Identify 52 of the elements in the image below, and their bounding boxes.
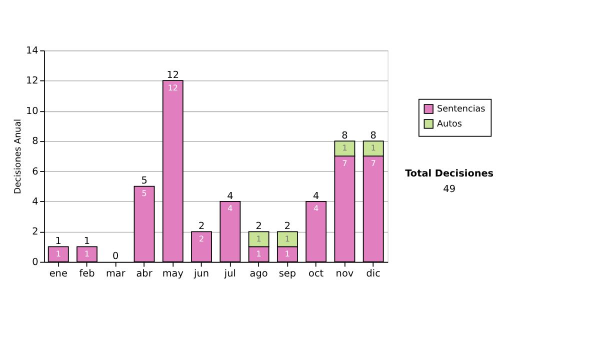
total-label: 2 xyxy=(284,220,291,232)
x-tick-label: ene xyxy=(49,268,68,280)
x-tick-label: ago xyxy=(250,268,268,280)
data-label: 7 xyxy=(342,158,348,168)
data-label: 1 xyxy=(284,249,290,258)
text: 49 xyxy=(443,184,456,196)
y-tick-label: 8 xyxy=(32,136,38,148)
data-label: 1 xyxy=(256,234,262,244)
data-label: 7 xyxy=(370,158,376,168)
data-label: 12 xyxy=(168,83,178,92)
total-label: 5 xyxy=(141,176,148,187)
total-label: 0 xyxy=(112,251,119,262)
legend-label: Autos xyxy=(437,120,462,130)
legend-label: Sentencias xyxy=(437,104,486,115)
total-label: 1 xyxy=(84,236,90,248)
y-tick-label: 12 xyxy=(26,76,38,87)
data-label: 2 xyxy=(199,234,204,244)
x-tick-label: nov xyxy=(336,268,354,280)
x-tick-label: mar xyxy=(106,268,126,280)
y-tick-label: 14 xyxy=(26,45,38,56)
data-label: 1 xyxy=(256,249,262,258)
y-tick-label: 0 xyxy=(32,256,38,268)
y-tick-label: 2 xyxy=(32,226,38,238)
y-tick-label: 6 xyxy=(32,166,38,178)
data-label: 5 xyxy=(142,189,147,198)
x-tick-label: sep xyxy=(278,268,296,280)
data-label: 1 xyxy=(284,234,290,244)
total-label: 4 xyxy=(227,190,234,202)
y-tick-label: 10 xyxy=(26,106,38,117)
data-label: 1 xyxy=(84,249,90,258)
x-tick-label: dic xyxy=(366,268,380,280)
data-label: 1 xyxy=(342,144,348,153)
x-tick-label: jul xyxy=(223,268,236,280)
data-label: 4 xyxy=(228,204,233,214)
text: Total Decisiones xyxy=(405,168,494,180)
x-tick-label: abr xyxy=(136,268,152,280)
total-label: 4 xyxy=(312,190,320,202)
y-tick-label: 4 xyxy=(32,196,38,208)
y-axis-title: Decisiones Anual xyxy=(14,118,24,194)
total-label: 8 xyxy=(342,130,348,142)
data-label: 4 xyxy=(314,204,319,214)
x-tick-label: may xyxy=(162,268,184,280)
total-label: 8 xyxy=(370,130,376,142)
total-label: 2 xyxy=(256,220,262,232)
total-label: 2 xyxy=(198,220,205,232)
data-label: 1 xyxy=(56,249,61,258)
total-label: 12 xyxy=(166,70,180,81)
data-label: 1 xyxy=(370,144,376,153)
x-tick-label: jun xyxy=(193,268,210,280)
x-tick-label: oct xyxy=(308,268,324,280)
x-tick-label: feb xyxy=(79,268,95,280)
total-label: 1 xyxy=(55,236,62,248)
